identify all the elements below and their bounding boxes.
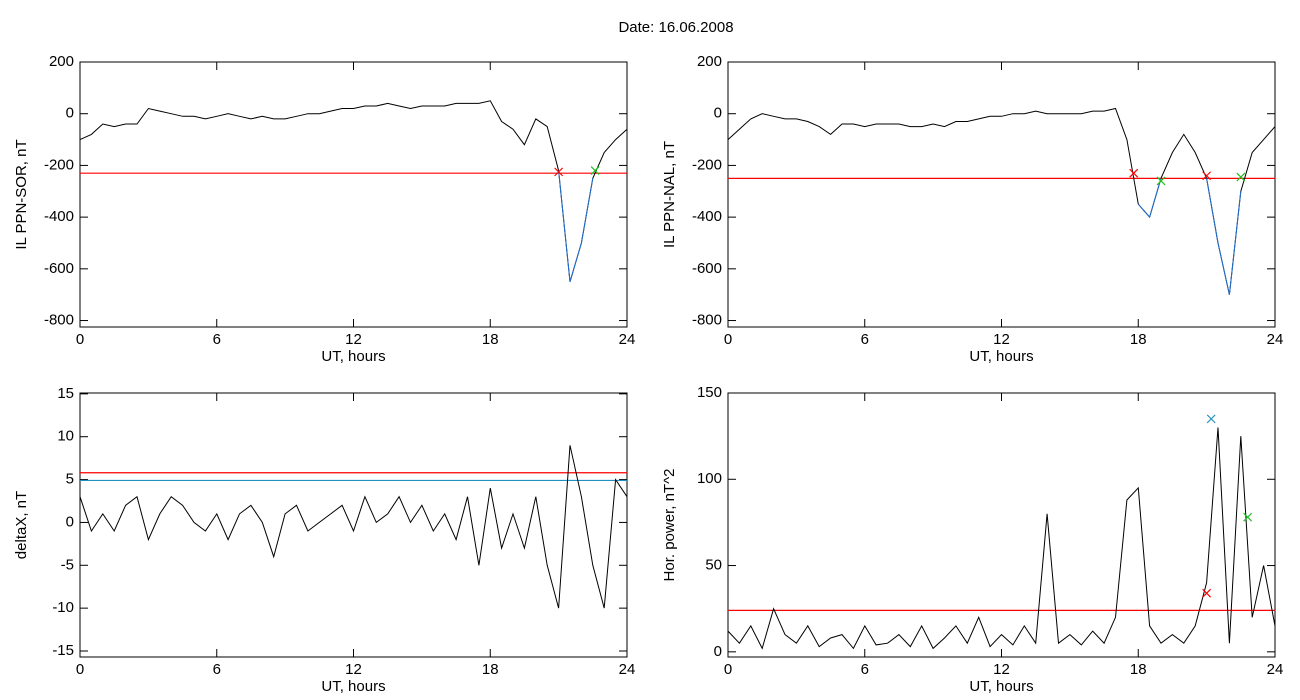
x-axis-label: UT, hours: [969, 348, 1033, 365]
x-tick-label: 0: [76, 331, 84, 348]
x-axis-label: UT, hours: [321, 678, 385, 695]
panel: 0 6 12 18 24 200 0 -200 -400 -600 -800 UT, hours IL …: [661, 53, 1283, 365]
y-tick-label: 50: [705, 557, 722, 574]
y-tick-label: -10: [52, 599, 74, 616]
y-tick-label: 15: [57, 385, 74, 402]
data-line: [79, 100, 628, 282]
y-tick-label: 10: [57, 428, 74, 445]
y-tick-label: -600: [44, 260, 74, 277]
y-tick-label: -200: [692, 156, 722, 173]
y-tick-label: 0: [714, 643, 722, 660]
cross-marker: [1243, 512, 1253, 522]
x-tick-label: 6: [213, 331, 221, 348]
y-tick-label: 100: [697, 470, 722, 487]
cross-marker: [1236, 172, 1246, 182]
cross-marker: [1206, 414, 1216, 424]
y-tick-label: -5: [61, 556, 74, 573]
y-tick-label: 0: [66, 513, 74, 530]
x-tick-label: 18: [482, 331, 499, 348]
cross-marker: [590, 166, 600, 176]
data-line: [727, 427, 1276, 650]
panel: 0 6 12 18 24 150 100 50 0 UT, hours Hor. power, nT…: [661, 384, 1283, 695]
y-tick-label: 0: [66, 105, 74, 122]
plot-frame: [727, 61, 1276, 328]
x-tick-label: 0: [724, 661, 732, 678]
x-tick-label: 12: [993, 331, 1010, 348]
y-tick-label: 200: [49, 53, 74, 70]
y-axis-label: deltaX, nT: [13, 491, 30, 559]
figure-title: Date: 16.06.2008: [618, 19, 733, 36]
x-tick-label: 12: [993, 661, 1010, 678]
y-tick-label: 200: [697, 53, 722, 70]
data-line: [727, 107, 1276, 295]
x-tick-label: 24: [1267, 331, 1284, 348]
plot-frame: [79, 61, 628, 328]
x-tick-label: 12: [345, 331, 362, 348]
y-tick-label: 5: [66, 471, 74, 488]
y-tick-label: -400: [44, 208, 74, 225]
cross-marker: [1202, 588, 1212, 598]
x-tick-label: 18: [1130, 661, 1147, 678]
y-tick-label: -800: [44, 312, 74, 329]
cross-marker: [554, 167, 564, 177]
x-axis-label: UT, hours: [969, 678, 1033, 695]
panel: 0 6 12 18 24 15 10 5 0 -5 -10 -15 UT, hours deltaX, n…: [13, 385, 635, 695]
x-tick-label: 6: [213, 661, 221, 678]
x-tick-label: 24: [619, 331, 636, 348]
data-line: [79, 445, 628, 609]
x-tick-label: 0: [76, 661, 84, 678]
y-tick-label: 0: [714, 105, 722, 122]
y-axis-label: Hor. power, nT^2: [661, 469, 678, 582]
x-tick-label: 12: [345, 661, 362, 678]
y-tick-label: -600: [692, 260, 722, 277]
x-tick-label: 24: [1267, 661, 1284, 678]
data-line: [1137, 178, 1242, 295]
cross-marker: [1156, 176, 1166, 186]
x-axis-label: UT, hours: [321, 348, 385, 365]
plot-frame: [727, 392, 1276, 658]
y-axis-label: IL PPN-NAL, nT: [661, 141, 678, 248]
x-tick-label: 6: [861, 331, 869, 348]
x-tick-label: 18: [1130, 331, 1147, 348]
panel: 0 6 12 18 24 200 0 -200 -400 -600 -800 UT, hours IL …: [13, 53, 635, 365]
x-tick-label: 18: [482, 661, 499, 678]
y-tick-label: 150: [697, 384, 722, 401]
y-axis-label: IL PPN-SOR, nT: [13, 139, 30, 249]
x-tick-label: 0: [724, 331, 732, 348]
y-tick-label: -15: [52, 642, 74, 659]
y-tick-label: -800: [692, 312, 722, 329]
cross-marker: [1129, 168, 1139, 178]
x-tick-label: 24: [619, 661, 636, 678]
x-tick-label: 6: [861, 661, 869, 678]
y-tick-label: -400: [692, 208, 722, 225]
cross-marker: [1202, 171, 1212, 181]
y-tick-label: -200: [44, 156, 74, 173]
data-line: [558, 170, 594, 282]
plot-frame: [79, 392, 628, 658]
